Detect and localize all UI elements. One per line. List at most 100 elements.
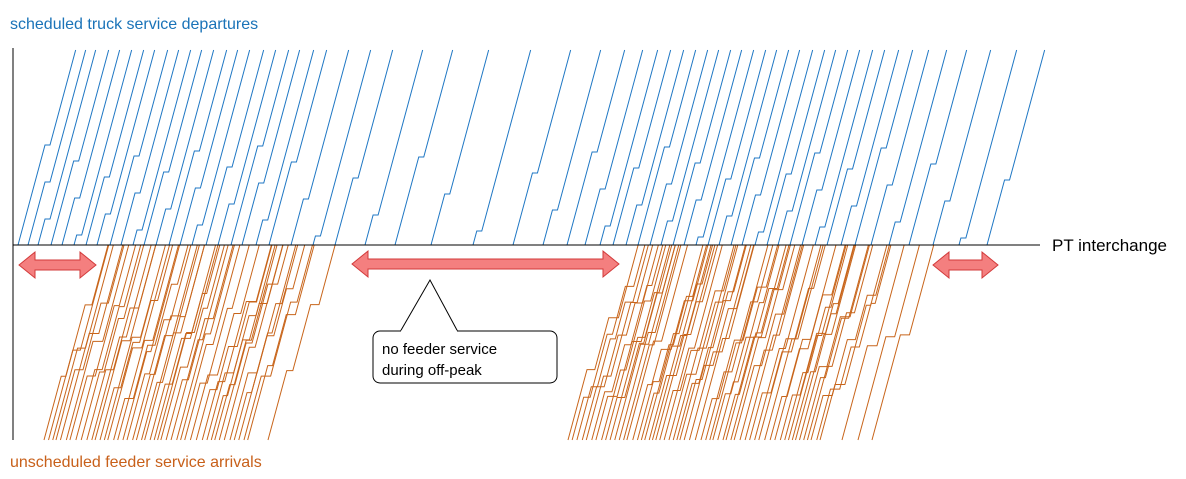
feeder-arrival-line [576, 244, 649, 441]
feeder-arrival-line [754, 244, 814, 441]
double-arrow [18, 250, 97, 280]
feeder-arrival-line [165, 244, 234, 441]
truck-departure-line [625, 49, 685, 246]
truck-departure-line [312, 49, 372, 246]
truck-departure-line [932, 49, 992, 246]
truck-departure-line [472, 49, 532, 246]
feeder-arrival-line [749, 244, 826, 441]
feeder-arrival-line [126, 244, 192, 441]
feeder-arrival-line [722, 244, 796, 441]
feeder-arrival-line [799, 244, 870, 441]
truck-departure-line [109, 49, 169, 246]
feeder-arrival-line [99, 244, 174, 441]
feeder-arrival-line [117, 244, 179, 441]
feeder-arrival-line [626, 244, 689, 441]
truck-departures-label: scheduled truck service departures [10, 16, 259, 33]
feeder-arrival-line [144, 244, 205, 441]
truck-departure-line [120, 49, 180, 246]
feeder-arrival-line [107, 244, 171, 441]
truck-departure-line [814, 49, 874, 246]
feeder-arrival-line [218, 244, 278, 441]
truck-departure-line [683, 49, 743, 246]
truck-departure-line [741, 49, 801, 246]
truck-departure-line [27, 49, 87, 246]
truck-departure-line [512, 49, 572, 246]
feeder-arrival-line [122, 244, 181, 441]
feeder-arrival-line [871, 244, 935, 441]
feeder-arrival-line [803, 244, 869, 441]
truck-departure-line [730, 49, 790, 246]
feeder-arrival-line [806, 244, 874, 441]
feeder-arrival-line [648, 244, 719, 441]
feeder-arrival-line [705, 244, 774, 441]
truck-departure-line [542, 49, 602, 246]
feeder-arrival-line [672, 244, 735, 441]
feeder-arrival-line [43, 244, 109, 441]
truck-departure-line [430, 49, 490, 246]
feeder-arrival-line [709, 244, 769, 441]
truck-departure-line [612, 49, 672, 246]
feeder-arrival-line [153, 244, 217, 441]
truck-departure-line [364, 49, 424, 246]
feeder-arrival-line [618, 244, 680, 441]
double-arrow [932, 250, 999, 280]
truck-departure-line [168, 49, 228, 246]
feeder-arrival-line [247, 244, 315, 441]
feeder-arrival-line [201, 244, 272, 441]
feeder-arrival-line [739, 244, 802, 441]
feeder-arrival-line [730, 244, 791, 441]
feeder-arrival-line [132, 244, 200, 441]
feeder-arrival-line [725, 244, 787, 441]
feeder-arrival-line [141, 244, 206, 441]
feeder-arrival-line [764, 244, 824, 441]
feeder-arrival-line [80, 244, 145, 441]
feeder-arrival-line [195, 244, 273, 441]
truck-departure-line [870, 49, 930, 246]
truck-departure-line [255, 49, 315, 246]
callout-pointer [399, 278, 459, 333]
truck-departure-line [637, 49, 697, 246]
feeder-arrival-line [700, 244, 779, 441]
feeder-arrival-line [567, 244, 639, 441]
feeder-arrival-line [744, 244, 805, 441]
callout-line-2: during off-peak [382, 362, 482, 379]
feeder-arrival-line [632, 244, 709, 441]
feeder-arrival-line [605, 244, 676, 441]
feeder-arrival-lines [43, 244, 935, 441]
truck-departure-line [143, 49, 203, 246]
double-arrow [351, 249, 620, 279]
feeder-arrival-line [75, 244, 142, 441]
callout-line-1: no feeder service [382, 341, 498, 358]
truck-departure-line [394, 49, 454, 246]
feeder-arrival-line [787, 244, 847, 441]
truck-departure-line [854, 49, 914, 246]
truck-departure-line [241, 49, 301, 246]
truck-departure-line [132, 49, 192, 246]
feeder-arrival-line [91, 244, 152, 441]
truck-departure-line [205, 49, 265, 246]
feeder-arrival-line [571, 244, 646, 441]
truck-departure-line [96, 49, 156, 246]
feeder-arrival-line [601, 244, 667, 441]
feeder-arrivals-label: unscheduled feeder service arrivals [10, 454, 262, 471]
feeder-arrival-line [663, 244, 723, 441]
gap-arrows [18, 249, 999, 280]
feeder-arrival-line [94, 244, 157, 441]
feeder-arrival-line [238, 244, 297, 441]
truck-departure-line [61, 49, 121, 246]
feeder-arrival-line [717, 244, 780, 441]
feeder-arrival-line [184, 244, 250, 441]
feeder-arrival-line [243, 244, 313, 441]
feeder-arrival-line [688, 244, 752, 441]
feeder-arrival-line [103, 244, 166, 441]
truck-departure-line [649, 49, 709, 246]
truck-departure-line [73, 49, 133, 246]
feeder-arrival-line [223, 244, 284, 441]
feeder-arrival-line [609, 244, 671, 441]
truck-departure-line [958, 49, 1018, 246]
feeder-arrival-line [655, 244, 716, 441]
feeder-arrival-line [623, 244, 682, 441]
truck-departure-line [986, 49, 1046, 246]
feeder-arrival-line [160, 244, 225, 441]
